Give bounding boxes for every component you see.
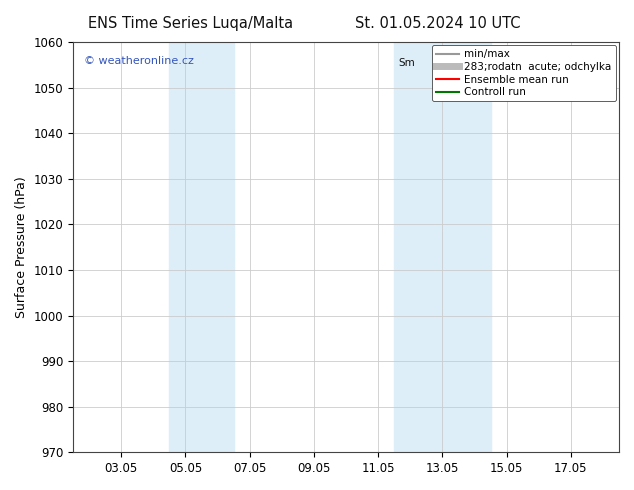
Text: Sm: Sm <box>398 58 415 68</box>
Legend: min/max, 283;rodatn  acute; odchylka, Ensemble mean run, Controll run: min/max, 283;rodatn acute; odchylka, Ens… <box>432 45 616 101</box>
Text: © weatheronline.cz: © weatheronline.cz <box>84 56 194 67</box>
Text: St. 01.05.2024 10 UTC: St. 01.05.2024 10 UTC <box>354 16 521 31</box>
Bar <box>394 42 491 452</box>
Bar <box>169 42 233 452</box>
Y-axis label: Surface Pressure (hPa): Surface Pressure (hPa) <box>15 176 28 318</box>
Text: ENS Time Series Luqa/Malta: ENS Time Series Luqa/Malta <box>87 16 293 31</box>
